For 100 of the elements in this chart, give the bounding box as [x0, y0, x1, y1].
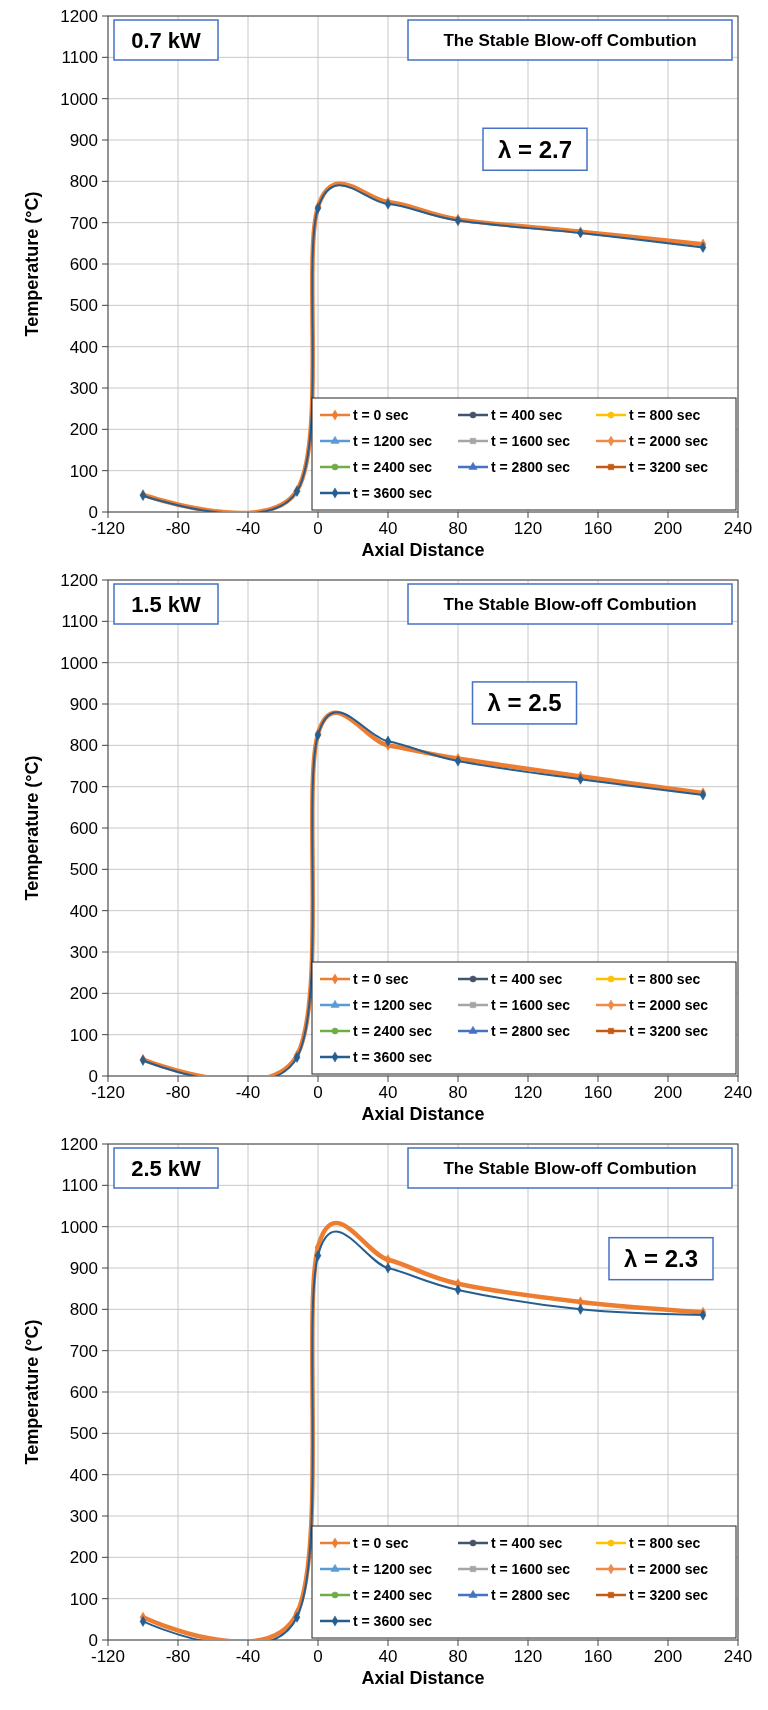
y-tick-label: 1000: [60, 89, 98, 109]
y-tick-label: 100: [69, 1025, 98, 1045]
legend-label: t = 2800 sec: [491, 1586, 571, 1603]
x-tick-label: 0: [313, 1083, 323, 1102]
x-tick-label: -40: [235, 1083, 261, 1102]
y-tick-label: 100: [69, 461, 98, 481]
x-axis-title: Axial Distance: [361, 1104, 485, 1124]
annotation: λ = 2.7: [497, 135, 573, 163]
y-tick-label: 1100: [61, 1176, 98, 1196]
y-axis-title: Temperature (°C): [22, 191, 42, 337]
y-tick-label: 400: [69, 901, 98, 921]
y-tick-label: 500: [69, 860, 98, 880]
x-axis-title: Axial Distance: [361, 1668, 485, 1688]
x-tick-label: 40: [378, 519, 398, 538]
x-tick-label: -120: [90, 519, 126, 538]
x-tick-label: 80: [448, 1083, 468, 1102]
x-tick-label: -120: [90, 1647, 126, 1666]
label-box: The Stable Blow-off Combution: [407, 583, 733, 625]
annotation: λ = 2.5: [487, 689, 562, 717]
legend-label: t = 400 sec: [491, 1534, 563, 1551]
x-tick-label: 160: [583, 1083, 613, 1102]
legend-label: t = 800 sec: [629, 406, 701, 423]
y-tick-label: 1200: [60, 1134, 98, 1154]
label-box: 1.5 kW: [113, 583, 219, 625]
y-tick-label: 700: [69, 777, 98, 797]
y-tick-label: 1200: [60, 6, 98, 26]
y-tick-label: 200: [69, 1548, 98, 1568]
x-tick-label: 40: [378, 1647, 398, 1666]
y-tick-label: 200: [69, 420, 98, 440]
annotation: The Stable Blow-off Combution: [443, 1158, 697, 1178]
y-tick-label: 500: [69, 296, 98, 316]
x-tick-label: -80: [165, 519, 191, 538]
legend-label: t = 0 sec: [353, 406, 409, 423]
x-tick-label: -80: [165, 1647, 191, 1666]
x-axis-title: Axial Distance: [361, 540, 485, 560]
annotation: The Stable Blow-off Combution: [443, 594, 697, 614]
annotation: The Stable Blow-off Combution: [443, 30, 697, 50]
legend-label: t = 2400 sec: [353, 458, 433, 475]
x-tick-label: -40: [235, 519, 261, 538]
legend-label: t = 800 sec: [629, 1534, 701, 1551]
x-tick-label: 200: [653, 1647, 683, 1666]
x-tick-label: -120: [90, 1083, 126, 1102]
legend-label: t = 3200 sec: [629, 1586, 709, 1603]
legend-label: t = 2000 sec: [629, 1560, 709, 1577]
legend-label: t = 1600 sec: [491, 432, 571, 449]
x-tick-label: 0: [313, 519, 323, 538]
y-tick-label: 300: [69, 942, 98, 962]
y-tick-label: 600: [69, 254, 98, 274]
y-tick-label: 0: [88, 1066, 98, 1086]
legend-label: t = 2400 sec: [353, 1022, 433, 1039]
y-tick-label: 400: [69, 1465, 98, 1485]
y-tick-label: 900: [69, 130, 98, 150]
y-tick-label: 0: [88, 1630, 98, 1650]
x-tick-label: 240: [723, 1083, 753, 1102]
legend-label: t = 2800 sec: [491, 458, 571, 475]
x-tick-label: 160: [583, 1647, 613, 1666]
legend-label: t = 0 sec: [353, 1534, 409, 1551]
y-tick-label: 200: [69, 984, 98, 1004]
annotation: 0.7 kW: [131, 27, 202, 53]
y-axis-title: Temperature (°C): [22, 755, 42, 901]
legend-label: t = 2800 sec: [491, 1022, 571, 1039]
y-tick-label: 800: [69, 1300, 98, 1320]
legend-label: t = 3200 sec: [629, 458, 709, 475]
y-tick-label: 900: [69, 1258, 98, 1278]
legend-label: t = 0 sec: [353, 970, 409, 987]
annotation: 2.5 kW: [131, 1155, 202, 1181]
legend-label: t = 400 sec: [491, 406, 563, 423]
annotation: λ = 2.3: [623, 1245, 699, 1273]
y-tick-label: 300: [69, 1506, 98, 1526]
x-tick-label: 200: [653, 519, 683, 538]
label-box: The Stable Blow-off Combution: [407, 1147, 733, 1189]
legend-label: t = 1200 sec: [353, 432, 433, 449]
legend-label: t = 1200 sec: [353, 1560, 433, 1577]
y-tick-label: 300: [69, 378, 98, 398]
y-tick-label: 500: [69, 1424, 98, 1444]
x-tick-label: -40: [235, 1647, 261, 1666]
y-tick-label: 800: [69, 172, 98, 192]
legend-label: t = 2400 sec: [353, 1586, 433, 1603]
y-tick-label: 1200: [60, 570, 98, 590]
legend-label: t = 3600 sec: [353, 484, 433, 501]
legend-label: t = 400 sec: [491, 970, 563, 987]
y-tick-label: 600: [69, 1382, 98, 1402]
x-tick-label: 0: [313, 1647, 323, 1666]
y-tick-label: 1100: [61, 48, 98, 68]
x-tick-label: -80: [165, 1083, 191, 1102]
legend-label: t = 2000 sec: [629, 996, 709, 1013]
label-box: 2.5 kW: [113, 1147, 219, 1189]
x-tick-label: 120: [513, 1083, 543, 1102]
y-tick-label: 1000: [60, 653, 98, 673]
x-tick-label: 120: [513, 1647, 543, 1666]
legend-label: t = 2000 sec: [629, 432, 709, 449]
y-tick-label: 900: [69, 694, 98, 714]
y-tick-label: 100: [69, 1589, 98, 1609]
y-tick-label: 1100: [61, 612, 98, 632]
y-tick-label: 800: [69, 736, 98, 756]
annotation: 1.5 kW: [131, 591, 202, 617]
y-tick-label: 0: [88, 502, 98, 522]
legend-label: t = 1200 sec: [353, 996, 433, 1013]
y-tick-label: 1000: [60, 1217, 98, 1237]
label-box: λ = 2.7: [482, 127, 588, 171]
